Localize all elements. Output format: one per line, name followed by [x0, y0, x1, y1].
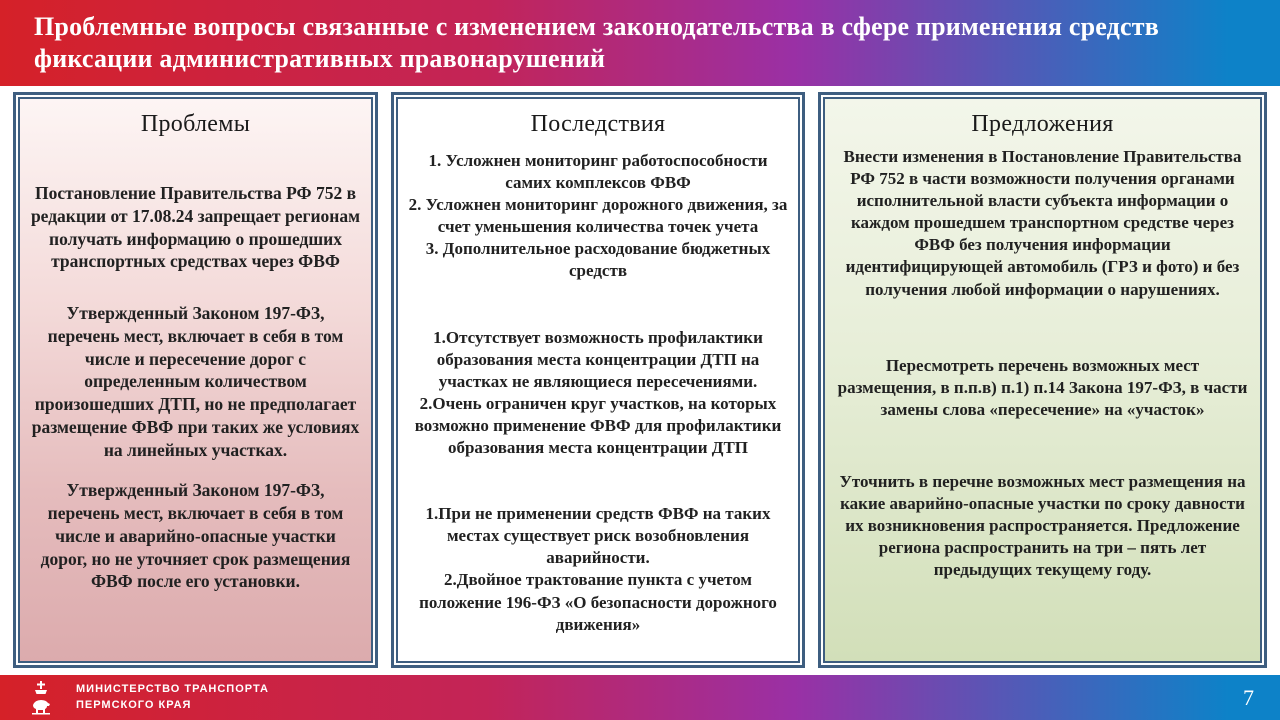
column-proposals-title: Предложения [971, 111, 1114, 137]
column-consequences: Последствия 1. Усложнен мониторинг работ… [391, 92, 805, 668]
column-problems-title: Проблемы [140, 111, 251, 137]
problems-block-3: Утвержденный Законом 197-ФЗ, перечень ме… [40, 480, 351, 592]
proposals-block-3: Уточнить в перечне возможных мест размещ… [839, 471, 1246, 580]
column-consequences-inner: Последствия 1. Усложнен мониторинг работ… [396, 97, 800, 663]
footer-org-line2: ПЕРМСКОГО КРАЯ [76, 698, 192, 711]
column-problems: Проблемы Постановление Правительства РФ … [13, 92, 378, 668]
consequences-block-3: 1.При не применении средств ФВФ на таких… [419, 504, 777, 634]
column-consequences-title: Последствия [530, 111, 666, 137]
consequences-block-1: 1. Усложнен мониторинг работоспособности… [408, 151, 788, 281]
proposals-block-1: Внести изменения в Постановление Правите… [843, 147, 1242, 299]
problems-block-1: Постановление Правительства РФ 752 в ред… [30, 183, 361, 272]
slide-footer-band: МИНИСТЕРСТВО ТРАНСПОРТА ПЕРМСКОГО КРАЯ 7 [0, 675, 1280, 720]
column-proposals: Предложения Внести изменения в Постановл… [818, 92, 1267, 668]
slide-title: Проблемные вопросы связанные с изменение… [34, 12, 1159, 73]
column-problems-inner: Проблемы Постановление Правительства РФ … [18, 97, 373, 663]
problems-block-2: Утвержденный Законом 197-ФЗ, перечень ме… [31, 303, 360, 460]
perm-krai-coat-of-arms-icon [32, 680, 50, 714]
column-proposals-inner: Предложения Внести изменения в Постановл… [823, 97, 1262, 663]
footer-organization: МИНИСТЕРСТВО ТРАНСПОРТА ПЕРМСКОГО КРАЯ [76, 682, 269, 714]
page-number: 7 [1243, 684, 1254, 710]
consequences-block-2: 1.Отсутствует возможность профилактики о… [414, 327, 782, 458]
footer-org-line1: МИНИСТЕРСТВО ТРАНСПОРТА [76, 682, 269, 695]
proposals-block-2: Пересмотреть перечень возможных мест раз… [837, 355, 1248, 419]
slide-header-band: Проблемные вопросы связанные с изменение… [0, 0, 1280, 86]
columns-container: Проблемы Постановление Правительства РФ … [0, 92, 1280, 668]
